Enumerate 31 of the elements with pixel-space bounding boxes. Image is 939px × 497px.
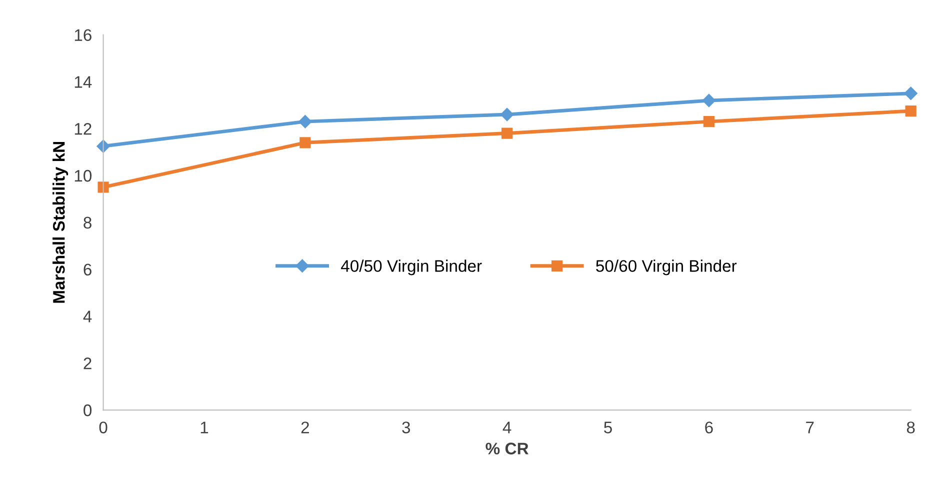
x-tick-label: 8 (906, 422, 915, 434)
point (905, 105, 916, 117)
y-tick-label: 4 (83, 310, 92, 322)
point (500, 108, 514, 122)
x-tick-label: 4 (502, 422, 512, 434)
y-axis-title: Marshall Stability kN (52, 142, 68, 303)
y-tick-label: 2 (84, 358, 92, 370)
point (702, 94, 716, 108)
x-tick-label: 6 (705, 422, 713, 434)
x-tick-label: 1 (200, 422, 208, 434)
x-tick-label: 7 (806, 422, 814, 434)
x-tick-label: 3 (402, 422, 410, 434)
y-tick-label: 10 (74, 170, 92, 182)
y-tick-label: 0 (84, 404, 92, 416)
point (502, 128, 513, 139)
y-tick-label: 16 (74, 29, 92, 41)
point (298, 114, 312, 128)
legend-label: 50/60 Virgin Binder (596, 260, 737, 276)
point (300, 137, 311, 148)
x-tick-label: 2 (301, 422, 309, 434)
y-tick-label: 6 (84, 264, 92, 276)
point (98, 182, 109, 193)
y-tick-label: 8 (84, 216, 92, 229)
x-axis-title: % CR (486, 442, 528, 454)
y-tick-label: 12 (74, 123, 92, 135)
y-tick-label: 14 (74, 76, 92, 88)
x-tick-label: 5 (604, 422, 612, 434)
point (904, 86, 918, 100)
point (703, 116, 714, 128)
x-tick-label: 0 (99, 422, 108, 434)
legend-label: 40/50 Virgin Binder (340, 260, 482, 276)
